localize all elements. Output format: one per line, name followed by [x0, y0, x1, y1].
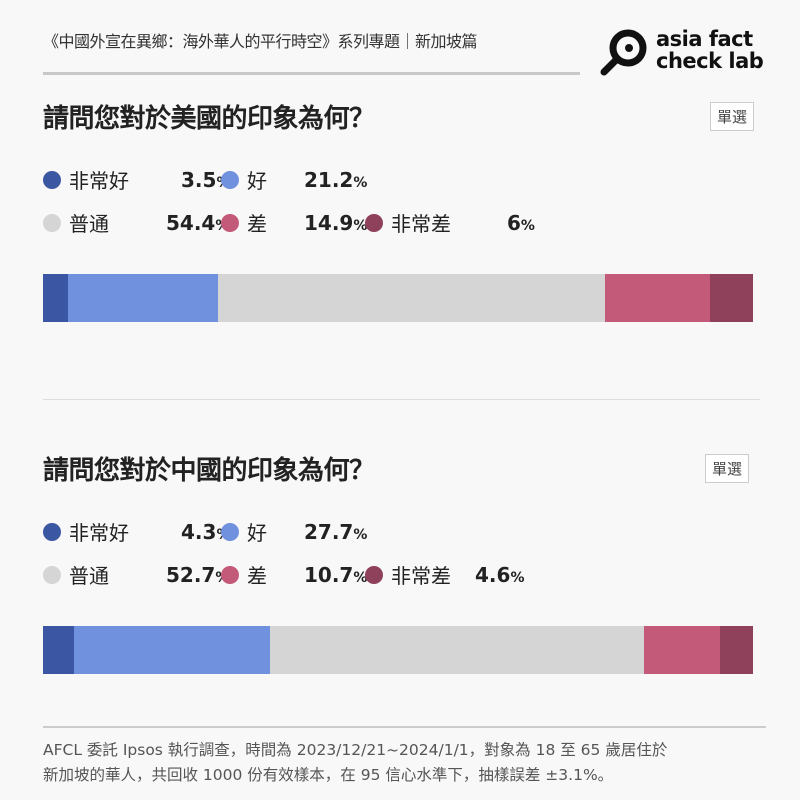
legend-label: 普通 [69, 564, 109, 588]
legend-dot-icon [365, 213, 383, 232]
bar-segment-bad [644, 626, 721, 674]
magnifier-logo-icon [600, 29, 647, 76]
series-title: 《中國外宣在異鄉：海外華人的平行時空》系列專題｜新加坡篇 [43, 32, 478, 51]
bar-segment-very-bad [710, 274, 753, 322]
footer-divider [43, 726, 766, 728]
legend-dot-icon [43, 170, 61, 189]
legend-dot-icon [221, 213, 239, 232]
footnote: AFCL 委託 Ipsos 執行調查，時間為 2023/12/21~2024/1… [43, 738, 773, 788]
header-divider [43, 72, 580, 75]
legend-item: 非常好 4.3% [43, 517, 230, 546]
legend-label: 好 [247, 169, 267, 193]
legend-value: 27.7% [304, 519, 368, 544]
bar-segment-very-good [43, 274, 68, 322]
single-choice-badge: 單選 [710, 102, 755, 131]
legend-label: 非常差 [391, 212, 451, 236]
legend-value: 54.4% [166, 210, 229, 235]
question-title: 請問您對於美國的印象為何？ [43, 104, 375, 134]
bar-segment-neutral [270, 626, 645, 674]
legend-value: 6% [507, 210, 535, 235]
legend-dot-icon [221, 170, 239, 189]
legend-item: 普通 54.4% [43, 208, 229, 237]
legend-value: 14.9% [304, 210, 368, 235]
legend-value: 52.7% [166, 562, 229, 587]
footnote-line: AFCL 委託 Ipsos 執行調查，時間為 2023/12/21~2024/1… [43, 741, 668, 759]
logo-text-line1: asia fact [656, 27, 753, 51]
bar-segment-good [73, 626, 271, 674]
bar-segment-very-bad [720, 626, 753, 674]
legend-item: 差 10.7% [221, 560, 367, 589]
bar-segment-good [67, 274, 219, 322]
legend-label: 差 [247, 212, 267, 236]
stacked-bar [43, 626, 753, 674]
legend-item: 非常好 3.5% [43, 165, 230, 194]
stacked-bar [43, 274, 753, 322]
legend-label: 差 [247, 564, 267, 588]
legend-item: 普通 52.7% [43, 560, 229, 589]
legend-label: 非常差 [391, 564, 451, 588]
legend-label: 普通 [69, 212, 109, 236]
legend-label: 非常好 [69, 169, 129, 193]
legend-dot-icon [221, 565, 239, 584]
footnote-line: 新加坡的華人，共回收 1000 份有效樣本，在 95 信心水準下，抽樣誤差 ±3… [43, 766, 614, 784]
bar-segment-bad [604, 274, 711, 322]
section-divider [43, 399, 760, 400]
logo: asia fact check lab [598, 28, 768, 78]
bar-segment-neutral [218, 274, 605, 322]
legend-item: 好 27.7% [221, 517, 367, 546]
legend-value: 10.7% [304, 562, 368, 587]
legend-dot-icon [43, 213, 61, 232]
legend-label: 非常好 [69, 521, 129, 545]
legend-item: 差 14.9% [221, 208, 367, 237]
legend-value: 21.2% [304, 167, 368, 192]
legend-dot-icon [43, 565, 61, 584]
logo-text-line2: check lab [656, 49, 764, 73]
legend-dot-icon [221, 522, 239, 541]
question-title: 請問您對於中國的印象為何？ [43, 456, 375, 486]
legend-label: 好 [247, 521, 267, 545]
single-choice-badge: 單選 [705, 454, 750, 483]
legend-dot-icon [43, 522, 61, 541]
legend-dot-icon [365, 565, 383, 584]
legend-item: 非常差 4.6% [365, 560, 524, 589]
legend-value: 4.6% [475, 562, 525, 587]
bar-segment-very-good [43, 626, 74, 674]
legend-item: 非常差 6% [365, 208, 535, 237]
legend-item: 好 21.2% [221, 165, 367, 194]
